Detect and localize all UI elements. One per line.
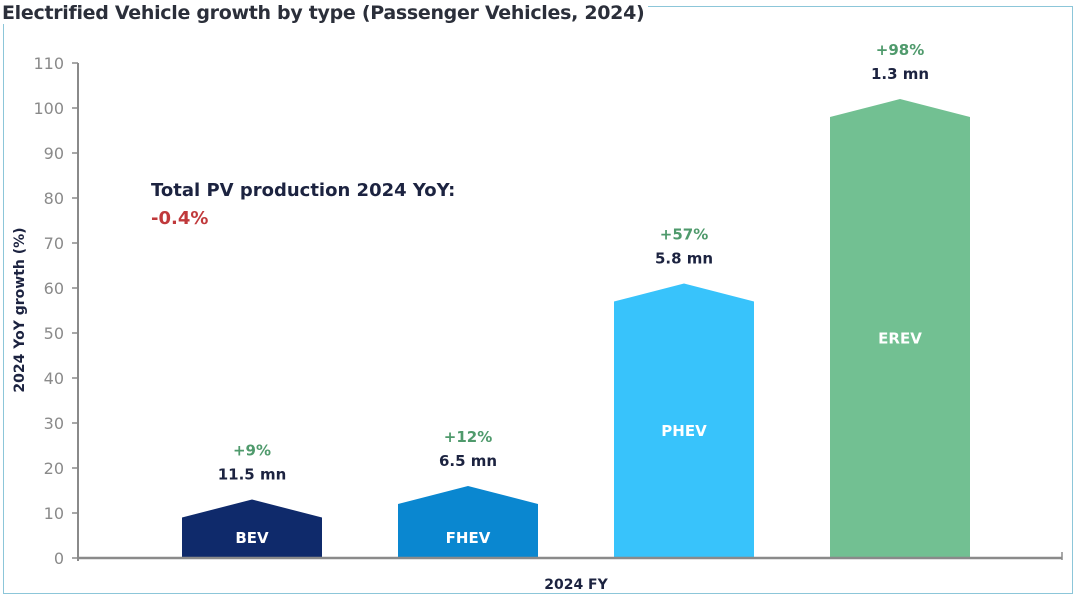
bar-fhev bbox=[398, 486, 538, 558]
y-tick-label: 70 bbox=[44, 234, 64, 253]
y-tick-label: 20 bbox=[44, 459, 64, 478]
x-axis-label: 2024 FY bbox=[544, 577, 608, 593]
bar-phev bbox=[614, 283, 754, 558]
y-tick-label: 40 bbox=[44, 369, 64, 388]
bars: BEV 11.5 mn +9% FHEV 6.5 mn +12% PHEV 5.8 mn +57… bbox=[182, 41, 970, 558]
growth-label: +12% bbox=[444, 428, 492, 446]
y-tick-label: 30 bbox=[44, 414, 64, 433]
y-axis-label: 2024 YoY growth (%) bbox=[12, 227, 28, 392]
y-tick-label: 110 bbox=[33, 54, 64, 73]
bar-erev bbox=[830, 99, 970, 558]
y-tick-label: 100 bbox=[33, 99, 64, 118]
bar-group-bev: BEV 11.5 mn +9% bbox=[182, 442, 322, 558]
bar-label: BEV bbox=[235, 529, 269, 547]
growth-label: +9% bbox=[233, 442, 271, 460]
bar-bev bbox=[182, 499, 322, 558]
bar-group-fhev: FHEV 6.5 mn +12% bbox=[398, 428, 538, 558]
bar-group-phev: PHEV 5.8 mn +57% bbox=[614, 226, 754, 558]
growth-label: +57% bbox=[660, 226, 708, 244]
chart-title: Electrified Vehicle growth by type (Pass… bbox=[2, 2, 649, 24]
y-tick-label: 80 bbox=[44, 189, 64, 208]
y-tick-label: 90 bbox=[44, 144, 64, 163]
volume-label: 6.5 mn bbox=[439, 452, 497, 470]
y-tick-label: 0 bbox=[54, 549, 64, 568]
y-tick-label: 10 bbox=[44, 504, 64, 523]
bar-group-erev: EREV 1.3 mn +98% bbox=[830, 41, 970, 558]
y-tick-label: 50 bbox=[44, 324, 64, 343]
y-axis: 0 10 20 30 40 50 60 70 80 90 100 110 bbox=[33, 54, 79, 568]
y-tick-label: 60 bbox=[44, 279, 64, 298]
bar-label: PHEV bbox=[661, 422, 707, 440]
volume-label: 1.3 mn bbox=[871, 65, 929, 83]
annotation-value: -0.4% bbox=[151, 208, 208, 229]
volume-label: 11.5 mn bbox=[218, 466, 287, 484]
bar-label: EREV bbox=[878, 330, 922, 348]
volume-label: 5.8 mn bbox=[655, 250, 713, 268]
annotation-title: Total PV production 2024 YoY: bbox=[151, 180, 455, 201]
growth-label: +98% bbox=[876, 41, 924, 59]
bar-label: FHEV bbox=[446, 529, 491, 547]
